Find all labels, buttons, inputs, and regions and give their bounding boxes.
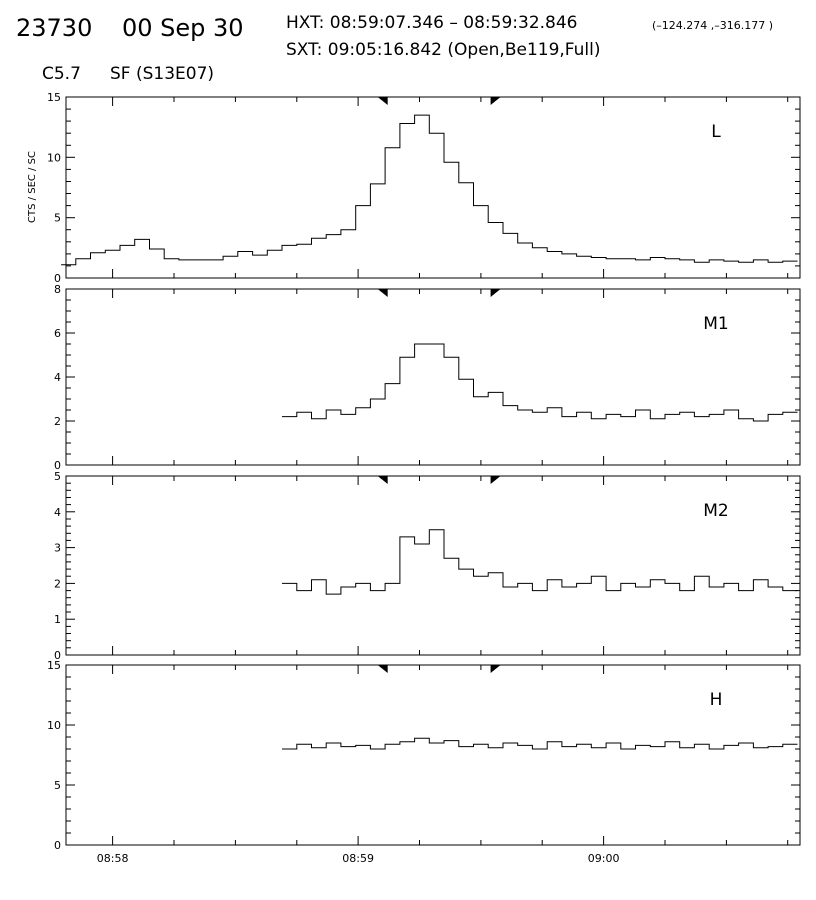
- y-tick-label: 10: [47, 151, 61, 164]
- interval-marker: [490, 289, 501, 297]
- y-tick-label: 5: [54, 212, 61, 225]
- panel-l: 0 5 10 15 L: [47, 91, 801, 285]
- hxt-interval: HXT: 08:59:07.346 – 08:59:32.846: [286, 13, 578, 33]
- y-tick-label: 1: [54, 613, 61, 626]
- flare-id: 23730: [16, 14, 93, 42]
- hxt-coordinates: (–124.274 ,–316.177 ): [652, 19, 774, 32]
- y-tick-label: 0: [54, 272, 61, 285]
- channel-label: M1: [703, 314, 728, 334]
- interval-marker: [490, 97, 501, 105]
- channel-label: H: [710, 690, 723, 710]
- y-tick-label: 8: [54, 283, 61, 296]
- y-tick-label: 15: [47, 659, 61, 672]
- flare-location: SF (S13E07): [110, 64, 215, 84]
- channel-label: M2: [703, 501, 728, 521]
- y-tick-label: 15: [47, 91, 61, 104]
- y-tick-label: 4: [54, 506, 61, 519]
- panel-m1: 0 2 4 6 8 M1: [54, 283, 801, 472]
- panel-frame: [65, 475, 801, 656]
- interval-marker: [377, 289, 388, 297]
- sxt-info: SXT: 09:05:16.842 (Open,Be119,Full): [286, 40, 601, 60]
- x-tick-label: 08:58: [97, 852, 129, 865]
- series-m1: [282, 343, 798, 422]
- y-tick-label: 3: [54, 542, 61, 555]
- y-tick-label: 10: [47, 719, 61, 732]
- panel-h: 0 5 10 15 H: [47, 659, 801, 852]
- panel-frame: [65, 288, 801, 466]
- series-l: [61, 114, 798, 266]
- y-axis-label: CTS / SEC / SC: [27, 151, 38, 223]
- y-tick-label: 0: [54, 839, 61, 852]
- y-tick-label: 2: [54, 577, 61, 590]
- goes-class: C5.7: [42, 64, 81, 84]
- y-tick-label: 5: [54, 779, 61, 792]
- interval-marker: [377, 476, 388, 484]
- y-tick-label: 6: [54, 327, 61, 340]
- interval-marker: [377, 665, 388, 673]
- interval-marker: [377, 97, 388, 105]
- y-tick-label: 4: [54, 371, 61, 384]
- interval-marker: [490, 476, 501, 484]
- y-tick-label: 5: [54, 470, 61, 483]
- interval-marker: [490, 665, 501, 673]
- y-tick-label: 0: [54, 649, 61, 662]
- x-tick-label: 08:59: [342, 852, 374, 865]
- flare-date: 00 Sep 30: [122, 14, 244, 42]
- panel-frame: [65, 96, 801, 279]
- series-m2: [282, 529, 798, 595]
- panel-m2: 0 1 2 3 4 5 M2: [54, 470, 801, 662]
- series-h: [282, 737, 798, 750]
- x-tick-label: 09:00: [588, 852, 620, 865]
- channel-label: L: [711, 122, 721, 142]
- y-tick-label: 2: [54, 415, 61, 428]
- y-tick-label: 0: [54, 459, 61, 472]
- panel-frame: [65, 664, 801, 846]
